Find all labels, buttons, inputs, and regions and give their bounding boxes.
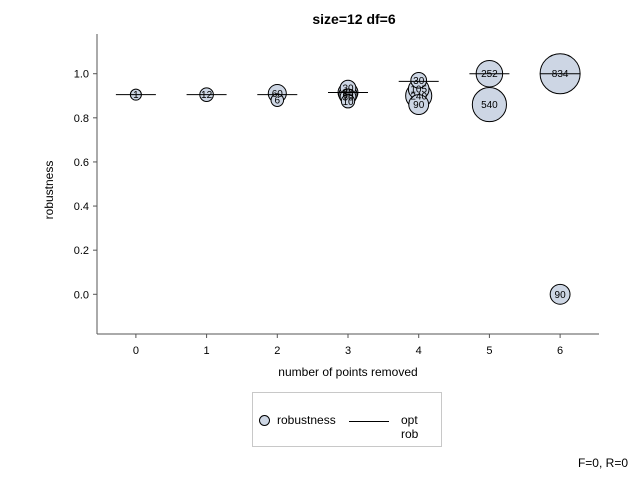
y-tick-label: 0.0 <box>74 289 89 301</box>
robustness-point <box>340 94 356 109</box>
y-tick-label: 1.0 <box>74 69 89 81</box>
y-tick-label: 0.4 <box>74 201 89 213</box>
x-tick-label: 5 <box>486 345 492 357</box>
point-count-label: 30 <box>342 92 354 103</box>
point-count-label: 6 <box>275 96 281 107</box>
x-tick-label: 1 <box>204 345 210 357</box>
legend: robustness opt rob <box>252 392 442 447</box>
point-count-label: 540 <box>481 100 498 111</box>
legend-marker-robustness <box>259 415 270 426</box>
point-count-label: 90 <box>413 100 425 111</box>
chart-title: size=12 df=6 <box>312 11 395 27</box>
robustness-point <box>410 71 428 89</box>
point-count-label: 30 <box>342 84 354 95</box>
point-count-label: 30 <box>413 76 425 87</box>
legend-label-optrob: opt rob <box>401 413 419 441</box>
x-tick-label: 0 <box>133 345 139 357</box>
point-count-label: 60 <box>342 90 354 101</box>
point-count-label: 105 <box>410 85 427 96</box>
point-count-label: 12 <box>201 90 213 101</box>
x-tick-label: 3 <box>345 345 351 357</box>
point-count-label: 60 <box>272 89 284 100</box>
point-count-label: 90 <box>342 88 354 99</box>
x-tick-label: 6 <box>557 345 563 357</box>
point-count-label: 252 <box>481 69 498 80</box>
x-tick-label: 4 <box>416 345 422 357</box>
point-count-label: 240 <box>410 91 427 102</box>
x-axis-label: number of points removed <box>278 365 417 379</box>
legend-row: robustness opt rob <box>259 413 435 441</box>
y-tick-label: 0.2 <box>74 245 89 257</box>
point-count-label: 834 <box>552 69 569 80</box>
robustness-point <box>471 87 507 123</box>
legend-label-robustness: robustness <box>277 413 336 427</box>
point-count-label: 90 <box>555 290 567 301</box>
y-axis-label: robustness <box>42 161 56 220</box>
point-count-label: 1 <box>133 90 139 101</box>
point-count-label: 10 <box>342 97 354 108</box>
axes: 0.00.20.40.60.81.00 1 2 3 4 5 6 <box>74 34 599 357</box>
robustness-point <box>549 283 571 305</box>
legend-line-optrob <box>349 421 389 422</box>
footer-status: F=0, R=0 <box>577 456 628 470</box>
y-tick-label: 0.6 <box>74 157 89 169</box>
robustness-point <box>270 93 285 107</box>
y-tick-label: 0.8 <box>74 113 89 125</box>
robustness-point <box>408 94 430 116</box>
x-tick-label: 2 <box>274 345 280 357</box>
